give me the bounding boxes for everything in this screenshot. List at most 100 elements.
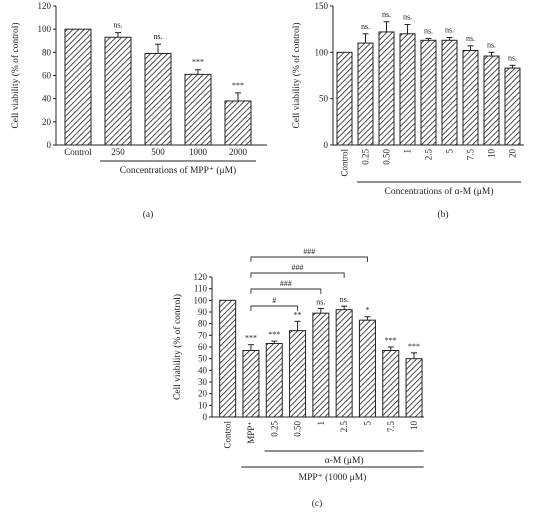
bar <box>335 309 353 418</box>
significance-label: ns. <box>508 53 517 62</box>
y-tick-label: 60 <box>42 71 52 81</box>
y-axis-label: Cell viability (% of control) <box>10 22 21 128</box>
comparison-bracket <box>250 305 298 311</box>
significance-label: *** <box>268 330 280 339</box>
bar <box>64 28 92 146</box>
significance-label: ns. <box>466 34 475 43</box>
significance-label: ns. <box>445 26 454 35</box>
significance-label: ns. <box>424 26 433 35</box>
bar <box>483 55 500 146</box>
bar <box>224 100 252 146</box>
bar <box>312 312 330 418</box>
category-label: 20 <box>508 149 518 159</box>
significance-label: ns. <box>153 32 162 41</box>
bar <box>336 51 353 146</box>
y-tick-label: 20 <box>42 117 52 127</box>
bar <box>184 73 212 146</box>
significance-label: ns. <box>361 22 370 31</box>
y-tick-label: 30 <box>198 377 208 387</box>
category-label: 1000 <box>189 147 208 157</box>
significance-label: *** <box>192 58 204 67</box>
bar <box>357 42 374 146</box>
group-label: Concentrations of α-M (μM) <box>384 186 493 197</box>
category-label: 5 <box>362 421 372 426</box>
category-label: 1 <box>403 149 413 154</box>
bar <box>242 350 260 418</box>
bar <box>405 358 423 418</box>
category-label: 7.5 <box>386 421 396 433</box>
significance-label: *** <box>385 336 397 345</box>
y-tick-label: 110 <box>194 284 208 294</box>
y-tick-label: 70 <box>198 330 208 340</box>
y-tick-label: 60 <box>198 342 208 352</box>
y-tick-label: 150 <box>315 1 329 11</box>
y-tick-label: 40 <box>198 365 208 375</box>
bar <box>504 67 521 146</box>
significance-label: ns. <box>113 21 122 30</box>
significance-label: ns. <box>340 295 349 304</box>
category-label: 250 <box>111 147 125 157</box>
comparison-bracket <box>250 272 345 278</box>
significance-label: ** <box>294 310 302 319</box>
category-label: 0.50 <box>382 149 392 165</box>
bar <box>289 330 307 418</box>
y-tick-label: 120 <box>194 272 208 282</box>
bar <box>265 343 283 418</box>
significance-label: *** <box>245 334 257 343</box>
category-label: 2000 <box>229 147 248 157</box>
y-tick-label: 120 <box>38 1 52 11</box>
panel-label: (b) <box>437 209 448 220</box>
significance-label: ns. <box>316 298 325 307</box>
category-label: Control <box>340 149 350 177</box>
comparison-label: ### <box>303 247 315 256</box>
bar <box>144 52 172 146</box>
comparison-label: ### <box>292 263 304 272</box>
y-axis-label: Cell viability (% of control) <box>172 294 183 400</box>
category-label: Control <box>223 421 233 449</box>
panel-b-chart: 0 50 100 150 Cell viability (% of control) Co… <box>291 1 524 220</box>
bar <box>462 49 479 146</box>
y-tick-label: 20 <box>198 389 208 399</box>
comparison-bracket <box>250 288 322 294</box>
panel-a-chart: 0 20 40 60 80 100 120 Cell viability (% of cont… <box>10 1 267 220</box>
category-label: 0.25 <box>269 421 279 437</box>
bar <box>358 319 376 418</box>
significance-label: ns. <box>382 10 391 19</box>
y-tick-label: 100 <box>194 295 208 305</box>
category-label: MPP⁺ <box>246 421 256 444</box>
bar <box>420 39 437 146</box>
bar <box>399 33 416 146</box>
comparison-label: # <box>272 296 276 305</box>
group-label: Concentrations of MPP⁺ (μM) <box>120 165 236 176</box>
y-tick-label: 0 <box>203 412 208 422</box>
y-tick-label: 80 <box>198 319 208 329</box>
category-label: Control <box>64 147 92 157</box>
category-label: 0.50 <box>293 421 303 437</box>
group-label: MPP⁺ (1000 μM) <box>299 472 367 483</box>
y-tick-label: 40 <box>42 94 52 104</box>
significance-label: *** <box>232 81 244 90</box>
bar <box>441 39 458 146</box>
bar <box>104 36 132 146</box>
significance-label: ns. <box>487 40 496 49</box>
panel-label: (a) <box>143 209 154 220</box>
category-label: 7.5 <box>466 149 476 161</box>
category-label: 2.5 <box>339 421 349 433</box>
y-tick-label: 0 <box>47 140 52 150</box>
y-tick-label: 100 <box>315 47 329 57</box>
category-label: 5 <box>445 149 455 154</box>
y-tick-label: 50 <box>198 354 208 364</box>
y-tick-label: 50 <box>319 94 329 104</box>
y-tick-label: 100 <box>38 24 52 34</box>
category-label: 10 <box>487 149 497 159</box>
category-label: 1 <box>316 421 326 426</box>
comparison-label: ### <box>280 279 292 288</box>
significance-label: *** <box>408 342 420 351</box>
y-tick-label: 90 <box>198 307 208 317</box>
significance-label: ns. <box>403 13 412 22</box>
bar <box>219 299 237 418</box>
category-label: 500 <box>151 147 165 157</box>
category-label: 10 <box>409 421 419 431</box>
